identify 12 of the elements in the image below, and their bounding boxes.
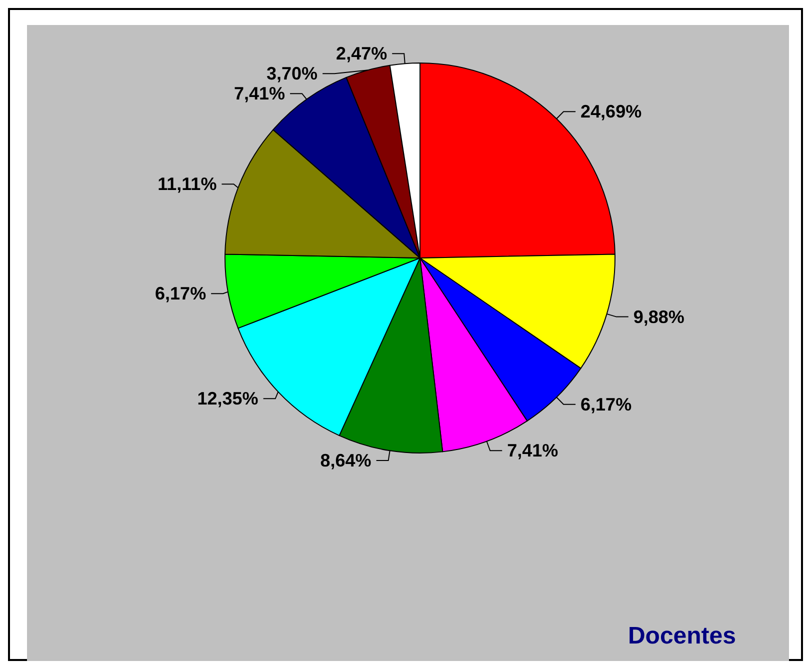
data-label: 7,41% — [234, 84, 286, 104]
data-label: 12,35% — [197, 388, 258, 409]
data-label: 6,17% — [580, 394, 632, 414]
text: Docentes — [628, 622, 736, 650]
data-label: 24,69% — [580, 102, 642, 122]
data-label: 7,41% — [507, 440, 558, 461]
data-label: 9,88% — [633, 306, 684, 327]
data-label: 3,70% — [266, 64, 318, 84]
data-label: 6,17% — [155, 284, 206, 304]
data-label: 2,47% — [336, 44, 388, 64]
data-label: 11,11% — [158, 174, 217, 194]
data-label: 8,64% — [320, 450, 372, 471]
